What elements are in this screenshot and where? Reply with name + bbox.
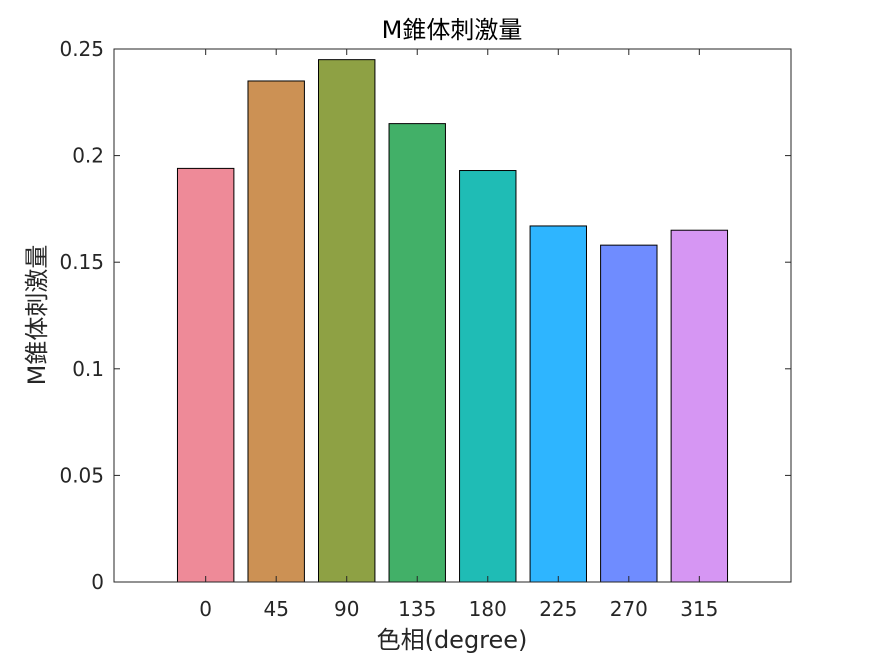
y-ticks-group: 0 0.05 0.1 0.15 0.2 0.25 (59, 37, 791, 594)
y-axis-title: M錐体刺激量 (23, 245, 51, 386)
y-tick-label: 0 (91, 570, 104, 594)
bars-group (176, 59, 729, 583)
x-tick-label: 90 (334, 597, 359, 621)
axes-box (113, 48, 792, 583)
x-tick-label: 0 (199, 597, 212, 621)
bar-45 (247, 80, 305, 583)
y-tick-label: 0.25 (59, 37, 104, 61)
x-tick-label: 315 (680, 597, 718, 621)
y-tick-label: 0.1 (72, 357, 104, 381)
x-ticks-group: 0 45 90 135 180 225 270 315 (199, 49, 718, 621)
bar-135 (388, 123, 446, 583)
bar-90 (318, 59, 376, 583)
bar-270 (600, 244, 658, 583)
bar-180 (459, 170, 517, 583)
y-tick-label: 0.2 (72, 144, 104, 168)
y-tick-label: 0.05 (59, 463, 104, 487)
x-tick-label: 45 (263, 597, 288, 621)
y-tick-label: 0.15 (59, 250, 104, 274)
bar-0 (176, 167, 235, 583)
chart-title: M錐体刺激量 (382, 16, 523, 44)
x-tick-label: 270 (610, 597, 648, 621)
x-tick-label: 180 (469, 597, 507, 621)
bar-225 (529, 225, 587, 583)
x-tick-label: 135 (398, 597, 436, 621)
x-axis-title: 色相(degree) (377, 626, 528, 654)
bar-315 (670, 229, 729, 583)
x-tick-label: 225 (539, 597, 577, 621)
